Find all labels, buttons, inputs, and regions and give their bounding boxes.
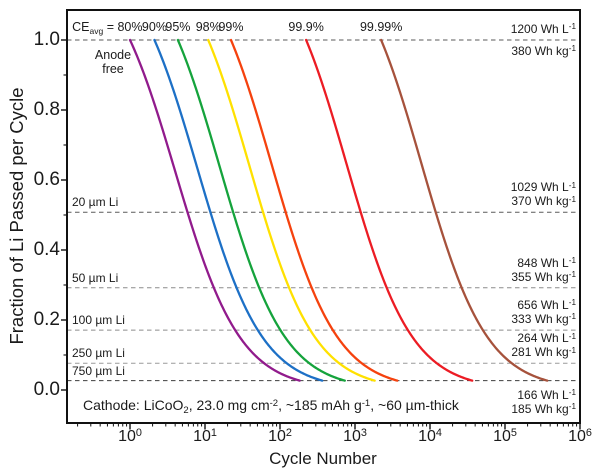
curve-99.99%	[379, 38, 549, 382]
ce-label-99.99%: 99.99%	[359, 20, 403, 34]
anode-free-label: Anode free	[89, 48, 137, 76]
ce-label-99.9%: 99.9%	[288, 20, 324, 34]
anode-free-line2: free	[102, 61, 124, 76]
plot-frame	[66, 9, 581, 424]
ce-label-99%: 99%	[218, 20, 244, 34]
energy-density-whl: 656 Wh L-1	[517, 298, 576, 313]
x-tick-label: 103	[343, 427, 367, 445]
li-thickness-label: 50 µm Li	[72, 270, 119, 285]
energy-density-whl: 264 Wh L-1	[517, 331, 576, 346]
y-axis-title: Fraction of Li Passed per Cycle	[6, 87, 27, 345]
energy-density-whkg: 380 Wh kg-1	[511, 43, 576, 58]
x-tick-label: 100	[118, 427, 142, 445]
x-tick-label: 102	[268, 427, 292, 445]
y-tick-label: 0.8	[33, 98, 60, 120]
li-thickness-label: 20 µm Li	[72, 195, 119, 210]
anode-free-line1: Anode	[94, 48, 132, 62]
curve-99%	[229, 38, 399, 382]
y-tick-label: 0.4	[33, 238, 60, 260]
y-tick-label: 0.0	[33, 378, 60, 400]
ce-avg-prefix: CEavg =	[72, 20, 114, 36]
ce-avg-equals: =	[103, 20, 114, 34]
x-tick-label: 104	[418, 427, 442, 445]
energy-density-whl: 1029 Wh L-1	[510, 180, 576, 195]
x-tick-label: 106	[568, 427, 592, 445]
energy-density-whl: 166 Wh L-1	[517, 387, 576, 402]
ce-avg-base: CE	[72, 20, 90, 34]
ce-label-95%: 95%	[165, 20, 191, 34]
ce-label-98%: 98%	[195, 20, 221, 34]
y-tick-label: 1.0	[33, 28, 60, 50]
energy-density-whkg: 185 Wh kg-1	[511, 401, 576, 416]
energy-density-whkg: 355 Wh kg-1	[511, 269, 576, 284]
curve-95%	[176, 38, 346, 382]
x-tick-label: 105	[493, 427, 517, 445]
li-thickness-label: 250 µm Li	[72, 346, 125, 361]
cathode-note: Cathode: LiCoO2, 23.0 mg cm-2, ~185 mAh …	[83, 397, 459, 417]
ce-label-80%: 80%	[117, 20, 143, 34]
curve-98%	[207, 38, 376, 382]
energy-density-whkg: 370 Wh kg-1	[511, 194, 576, 209]
li-thickness-label: 750 µm Li	[72, 363, 125, 378]
y-tick-label: 0.2	[33, 308, 60, 330]
energy-density-whl: 848 Wh L-1	[517, 255, 576, 270]
energy-density-whl: 1200 Wh L-1	[510, 21, 576, 36]
curve-80%	[128, 38, 301, 382]
x-tick-label: 101	[193, 427, 217, 445]
y-tick-label: 0.6	[33, 168, 60, 190]
curve-90%	[153, 38, 324, 382]
energy-density-whkg: 333 Wh kg-1	[511, 312, 576, 327]
ce-avg-subscript: avg	[89, 25, 104, 36]
ce-label-90%: 90%	[141, 20, 167, 34]
x-axis-title: Cycle Number	[269, 449, 377, 468]
curve-99.9%	[304, 38, 474, 382]
energy-density-whkg: 281 Wh kg-1	[511, 345, 576, 360]
li-thickness-label: 100 µm Li	[72, 313, 125, 328]
